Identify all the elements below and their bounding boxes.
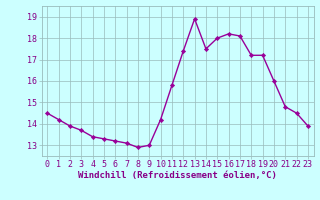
X-axis label: Windchill (Refroidissement éolien,°C): Windchill (Refroidissement éolien,°C) [78, 171, 277, 180]
